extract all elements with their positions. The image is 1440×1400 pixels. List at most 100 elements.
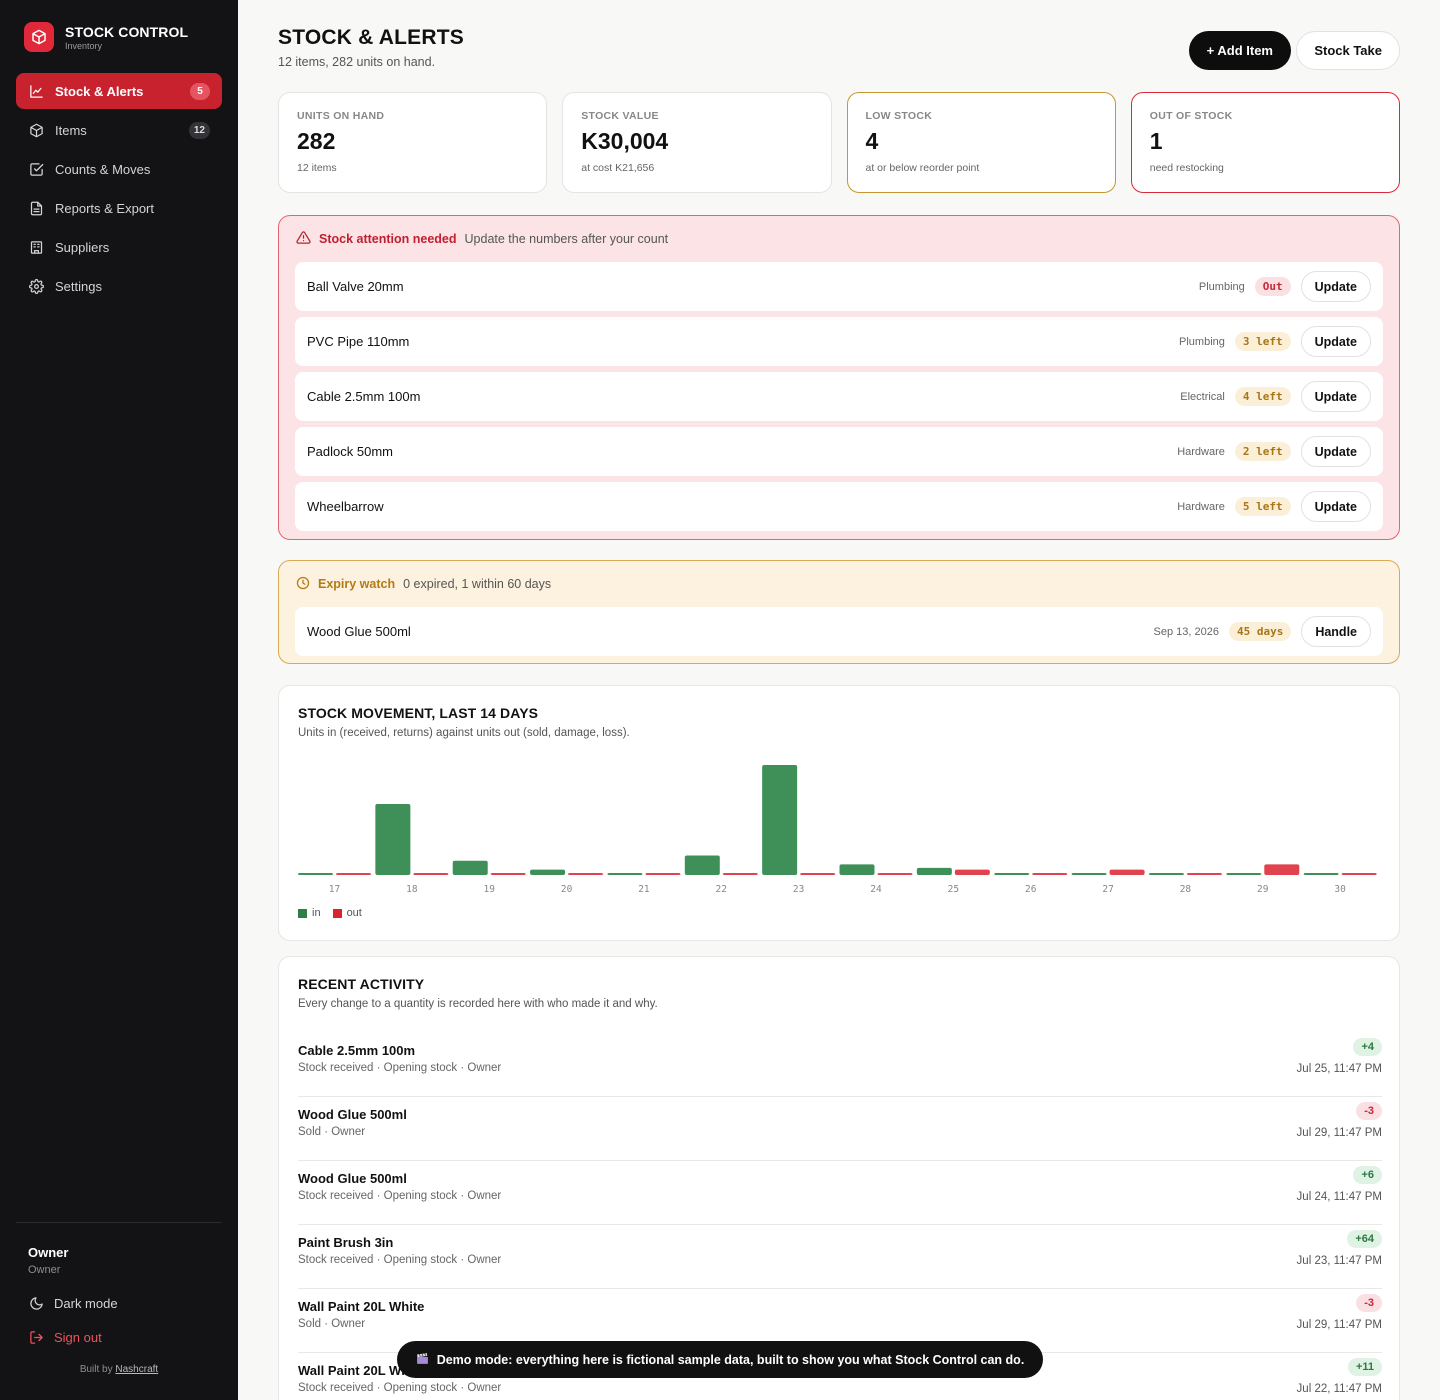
stat-card-value: STOCK VALUE K30,004 at cost K21,656 [562, 92, 832, 193]
bar-in-24 [839, 864, 875, 875]
x-tick-label: 24 [870, 884, 882, 895]
chart-icon [28, 83, 44, 99]
activity-row: Wood Glue 500ml Sold · Owner -3 Jul 29, … [298, 1097, 1382, 1161]
panel-title: Stock attention needed [319, 232, 457, 246]
bar-out-27 [1109, 869, 1145, 875]
legend-label: in [312, 907, 321, 919]
built-by-link[interactable]: Nashcraft [115, 1364, 159, 1375]
status-badge: 2 left [1234, 442, 1291, 461]
x-tick-label: 18 [406, 884, 418, 895]
bar-in-30 [1303, 873, 1339, 875]
item-name: Padlock 50mm [307, 444, 393, 459]
sidebar-item-label: Settings [55, 278, 102, 294]
quantity-delta-badge: -3 [1356, 1294, 1382, 1312]
logout-icon [28, 1329, 44, 1345]
update-button[interactable]: Update [1300, 491, 1371, 522]
sidebar-item-suppliers[interactable]: Suppliers [16, 229, 222, 265]
sidebar-item-counts-moves[interactable]: Counts & Moves [16, 151, 222, 187]
activity-item-name: Wall Paint 20L White [298, 1363, 425, 1378]
x-tick-label: 20 [561, 884, 573, 895]
bar-in-18 [375, 804, 411, 875]
update-button[interactable]: Update [1300, 271, 1371, 302]
stat-value: 282 [297, 128, 336, 154]
add-item-button[interactable]: + Add Item [1188, 31, 1291, 70]
bar-in-27 [1071, 873, 1107, 875]
sign-out-label: Sign out [54, 1329, 102, 1345]
item-category: Plumbing [1198, 280, 1245, 293]
panel-title: Expiry watch [318, 577, 396, 591]
bar-in-19 [452, 860, 488, 875]
recent-activity-card: RECENT ACTIVITY Every change to a quanti… [278, 956, 1400, 1400]
sidebar-item-items[interactable]: Items 12 [16, 112, 222, 148]
brand[interactable]: STOCK CONTROL Inventory [24, 22, 188, 52]
bar-in-22 [684, 855, 720, 875]
activity-time: Jul 22, 11:47 PM [1296, 1383, 1382, 1395]
card-title: RECENT ACTIVITY [298, 976, 425, 992]
bar-out-24 [877, 873, 913, 875]
activity-row: Paint Brush 3in Stock received · Opening… [298, 1225, 1382, 1289]
activity-row: Wood Glue 500ml Stock received · Opening… [298, 1161, 1382, 1225]
activity-row: Cable 2.5mm 100m Stock received · Openin… [298, 1033, 1382, 1097]
item-name: Wheelbarrow [307, 499, 384, 514]
x-tick-label: 28 [1180, 884, 1192, 895]
gear-icon [28, 278, 44, 294]
stat-cards: UNITS ON HAND 282 12 items STOCK VALUE K… [278, 92, 1400, 193]
list-item: Wheelbarrow Hardware 5 left Update [295, 482, 1383, 531]
count-badge: 12 [188, 121, 210, 139]
stat-value: K30,004 [581, 128, 669, 154]
stat-card-out-of-stock[interactable]: OUT OF STOCK 1 need restocking [1130, 92, 1400, 193]
bar-in-20 [530, 869, 566, 875]
dark-mode-toggle[interactable]: Dark mode [28, 1295, 118, 1311]
status-badge: 4 left [1234, 387, 1291, 406]
user-role: Owner [28, 1264, 61, 1276]
panel-header: Expiry watch 0 expired, 1 within 60 days [295, 561, 1383, 607]
legend-swatch [332, 908, 342, 918]
legend-swatch [298, 908, 307, 918]
status-badge: Out [1254, 277, 1291, 296]
x-tick-label: 30 [1334, 884, 1346, 895]
panel-subtitle: Update the numbers after your count [464, 232, 669, 246]
dark-mode-label: Dark mode [54, 1295, 118, 1311]
sidebar-item-stock-alerts[interactable]: Stock & Alerts 5 [16, 73, 222, 109]
quantity-delta-badge: -3 [1356, 1102, 1382, 1120]
sidebar-item-label: Stock & Alerts [55, 83, 144, 99]
activity-item-name: Cable 2.5mm 100m [298, 1043, 416, 1058]
panel-subtitle: 0 expired, 1 within 60 days [403, 577, 552, 591]
activity-detail: Sold · Owner [298, 1318, 366, 1330]
activity-time: Jul 24, 11:47 PM [1296, 1191, 1382, 1203]
activity-item-name: Wood Glue 500ml [298, 1107, 407, 1122]
update-button[interactable]: Update [1300, 381, 1371, 412]
activity-detail: Sold · Owner [298, 1126, 366, 1138]
sidebar-item-reports-export[interactable]: Reports & Export [16, 190, 222, 226]
activity-time: Jul 29, 11:47 PM [1296, 1319, 1382, 1331]
stock-take-button[interactable]: Stock Take [1296, 31, 1400, 70]
list-item: Padlock 50mm Hardware 2 left Update [295, 427, 1383, 476]
activity-time: Jul 29, 11:47 PM [1296, 1127, 1382, 1139]
x-tick-label: 21 [638, 884, 650, 895]
activity-row: Wall Paint 20L White Stock received · Op… [298, 1353, 1382, 1400]
update-button[interactable]: Update [1300, 326, 1371, 357]
stock-attention-panel: Stock attention needed Update the number… [278, 215, 1400, 540]
activity-detail: Stock received · Opening stock · Owner [298, 1190, 502, 1202]
activity-item-name: Paint Brush 3in [298, 1235, 394, 1250]
legend-item-out: out [332, 907, 362, 919]
handle-button[interactable]: Handle [1301, 616, 1371, 647]
update-button[interactable]: Update [1300, 436, 1371, 467]
bar-in-21 [607, 873, 643, 875]
quantity-delta-badge: +64 [1347, 1230, 1382, 1248]
check-square-icon [28, 161, 44, 177]
sidebar: STOCK CONTROL Inventory Stock & Alerts 5… [0, 0, 238, 1400]
sidebar-item-settings[interactable]: Settings [16, 268, 222, 304]
count-badge: 5 [190, 82, 210, 100]
page-title: STOCK & ALERTS [278, 26, 464, 49]
stat-card-low-stock[interactable]: LOW STOCK 4 at or below reorder point [846, 92, 1116, 193]
brand-subtitle: Inventory [65, 40, 103, 51]
bar-in-25 [916, 867, 952, 875]
building-icon [28, 239, 44, 255]
movement-chart: 17 18 19 20 21 22 23 24 25 26 27 28 29 30 [298, 765, 1377, 895]
status-badge: 5 left [1234, 497, 1291, 516]
x-tick-label: 26 [1025, 884, 1037, 895]
sign-out-button[interactable]: Sign out [28, 1329, 102, 1345]
stat-note: 12 items [297, 162, 337, 174]
bar-out-29 [1264, 864, 1300, 875]
